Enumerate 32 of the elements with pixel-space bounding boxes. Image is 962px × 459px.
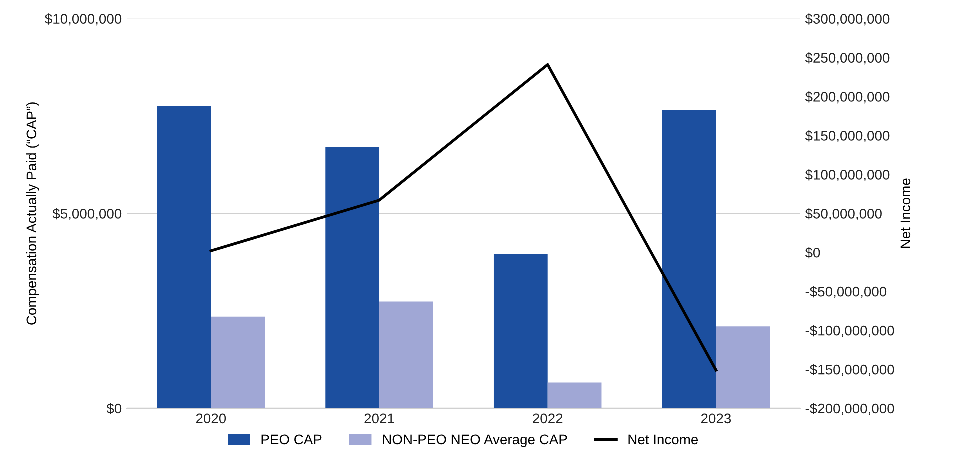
bar xyxy=(716,326,770,409)
y2-tick-label: $100,000,000 xyxy=(805,169,890,182)
x-tick-label: 2022 xyxy=(533,414,563,424)
legend-label: PEO CAP xyxy=(262,434,322,445)
y2-tick-label: $250,000,000 xyxy=(805,52,890,65)
bar xyxy=(380,302,434,409)
line-series xyxy=(210,63,718,372)
bar xyxy=(326,147,380,409)
bar xyxy=(494,254,548,409)
legend-label: Net Income xyxy=(628,434,698,445)
y-tick-label: $0 xyxy=(106,403,122,415)
y2-tick-label: $150,000,000 xyxy=(805,130,890,143)
y2-tick-label: $300,000,000 xyxy=(805,14,890,26)
y2-tick-label: -$150,000,000 xyxy=(806,364,894,376)
y2-tick-label: $0 xyxy=(805,247,820,259)
bar xyxy=(662,110,716,409)
bar xyxy=(157,106,212,409)
y-tick-label: $5,000,000 xyxy=(52,208,122,220)
bar xyxy=(548,382,602,409)
legend-label: NON-PEO NEO Average CAP xyxy=(383,434,568,448)
x-tick-label: 2021 xyxy=(364,414,394,424)
y2-axis-title: Net Income xyxy=(900,178,911,248)
y-tick-label: $10,000,000 xyxy=(45,14,122,26)
y2-tick-label: -$200,000,000 xyxy=(806,403,894,416)
y2-tick-label: $200,000,000 xyxy=(805,92,890,104)
y2-tick-label: -$50,000,000 xyxy=(806,286,887,298)
y2-tick-label: -$100,000,000 xyxy=(806,325,894,338)
x-tick-label: 2023 xyxy=(701,414,732,424)
y-axis-title: Compensation Actually Paid (“CAP”) xyxy=(26,102,40,325)
x-tick-label: 2020 xyxy=(196,414,226,424)
y2-tick-label: $50,000,000 xyxy=(805,208,882,220)
bar xyxy=(211,316,266,409)
